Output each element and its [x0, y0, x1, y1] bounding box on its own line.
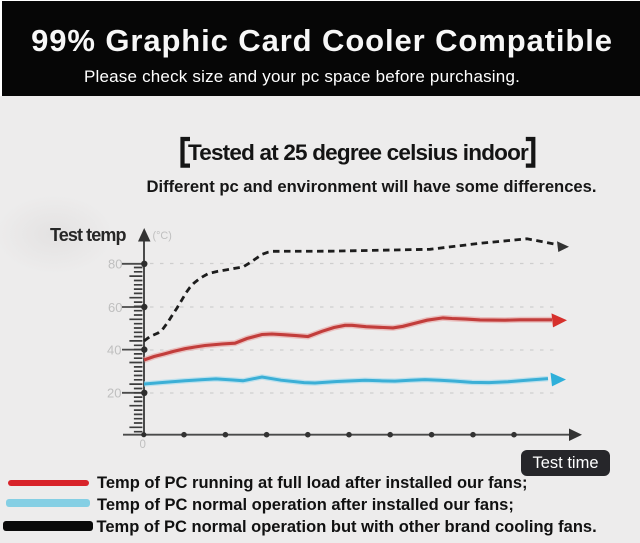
- svg-text:60: 60: [108, 300, 122, 315]
- svg-text:80: 80: [108, 257, 122, 272]
- svg-text:40: 40: [107, 342, 121, 357]
- svg-text:20: 20: [107, 386, 121, 401]
- svg-text:0: 0: [140, 439, 146, 451]
- svg-text:(°C): (°C): [153, 230, 172, 242]
